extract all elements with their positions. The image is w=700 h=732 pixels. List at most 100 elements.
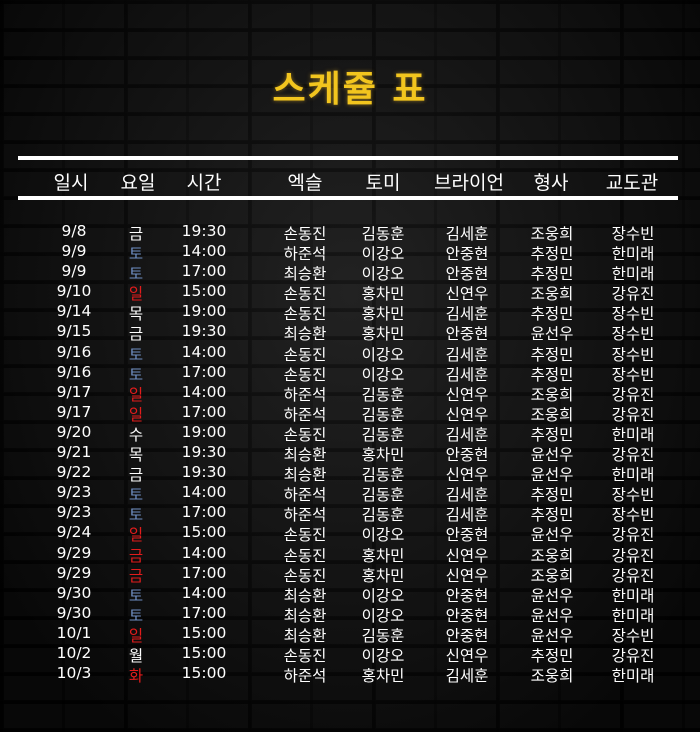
time-cell: 17:00 <box>181 262 227 281</box>
detective-cell: 조웅희 <box>530 225 574 243</box>
tomi-cell: 홍차민 <box>361 305 405 324</box>
time-cell: 19:30 <box>181 222 227 240</box>
time-cell: 19:00 <box>181 422 227 441</box>
ex-cell: 하준석 <box>283 245 327 264</box>
tomi-cell: 이강오 <box>361 586 405 605</box>
time-cell: 17:00 <box>181 503 227 522</box>
detective-cell: 조웅희 <box>530 385 574 404</box>
table-row: 9/14 목 19:00 손동진 홍차민 김세훈 추정민 장수빈 <box>0 301 700 324</box>
table-row: 9/22 금 19:30 최승환 김동훈 신연우 윤선우 한미래 <box>0 462 700 485</box>
brian-cell: 신연우 <box>445 385 489 404</box>
day-cell: 금 <box>128 466 144 485</box>
date-cell: 9/30 <box>56 603 92 622</box>
time-cell: 14:00 <box>181 543 227 562</box>
tomi-cell: 홍차민 <box>361 446 405 465</box>
date-cell: 9/16 <box>56 342 92 361</box>
brian-cell: 신연우 <box>445 546 489 565</box>
day-cell: 화 <box>128 667 144 686</box>
warden-cell: 강유진 <box>611 526 655 545</box>
warden-cell: 강유진 <box>611 385 655 404</box>
date-cell: 9/17 <box>56 402 92 421</box>
warden-cell: 한미래 <box>611 606 655 625</box>
time-cell: 17:00 <box>181 603 227 622</box>
header-top-rule <box>18 156 678 160</box>
detective-cell: 추정민 <box>530 646 574 665</box>
brian-cell: 김세훈 <box>445 225 489 243</box>
time-cell: 17:00 <box>181 362 227 381</box>
brian-cell: 김세훈 <box>445 305 489 324</box>
table-row: 9/29 금 14:00 손동진 홍차민 신연우 조웅희 강유진 <box>0 543 700 565</box>
date-cell: 9/23 <box>56 503 92 522</box>
table-row: 9/30 토 17:00 최승환 이강오 안중현 윤선우 한미래 <box>0 603 700 625</box>
table-row: 9/21 목 19:30 최승환 홍차민 안중현 윤선우 강유진 <box>0 442 700 465</box>
detective-cell: 추정민 <box>530 365 574 384</box>
brian-cell: 안중현 <box>445 606 489 625</box>
warden-cell: 한미래 <box>611 667 655 686</box>
tomi-cell: 홍차민 <box>361 546 405 565</box>
day-cell: 수 <box>128 425 144 444</box>
tomi-cell: 이강오 <box>361 265 405 284</box>
date-cell: 10/2 <box>56 643 92 662</box>
detective-cell: 윤선우 <box>530 606 574 625</box>
date-cell: 9/9 <box>61 242 87 261</box>
ex-cell: 손동진 <box>283 345 327 364</box>
brian-cell: 신연우 <box>445 646 489 665</box>
warden-cell: 강유진 <box>611 446 655 465</box>
brian-cell: 김세훈 <box>445 425 489 444</box>
detective-cell: 추정민 <box>530 265 574 284</box>
brian-cell: 신연우 <box>445 405 489 424</box>
date-cell: 9/15 <box>56 322 92 341</box>
date-cell: 9/10 <box>56 282 92 301</box>
ex-cell: 하준석 <box>283 385 327 404</box>
ex-cell: 최승환 <box>283 606 327 625</box>
warden-cell: 장수빈 <box>611 345 655 364</box>
tomi-cell: 홍차민 <box>361 566 405 585</box>
table-row: 9/16 토 17:00 손동진 이강오 김세훈 추정민 장수빈 <box>0 362 700 384</box>
time-cell: 14:00 <box>181 483 227 502</box>
ex-cell: 최승환 <box>283 265 327 284</box>
tomi-cell: 김동훈 <box>361 626 405 645</box>
tomi-cell: 김동훈 <box>361 506 405 525</box>
date-cell: 9/24 <box>56 523 92 542</box>
warden-cell: 강유진 <box>611 405 655 424</box>
day-cell: 금 <box>128 325 144 344</box>
ex-cell: 최승환 <box>283 466 327 485</box>
day-cell: 토 <box>128 265 144 284</box>
time-cell: 14:00 <box>181 382 227 401</box>
warden-cell: 장수빈 <box>611 626 655 645</box>
header-bottom-rule <box>18 196 678 200</box>
day-cell: 토 <box>128 506 144 525</box>
brian-cell: 안중현 <box>445 325 489 344</box>
brian-cell: 안중현 <box>445 526 489 545</box>
header-tomi: 토미 <box>365 172 401 194</box>
warden-cell: 강유진 <box>611 546 655 565</box>
detective-cell: 윤선우 <box>530 466 574 485</box>
ex-cell: 최승환 <box>283 446 327 465</box>
tomi-cell: 김동훈 <box>361 405 405 424</box>
header-day: 요일 <box>120 172 156 194</box>
time-cell: 14:00 <box>181 342 227 361</box>
table-row: 10/3 화 15:00 하준석 홍차민 김세훈 조웅희 한미래 <box>0 663 700 686</box>
time-cell: 19:30 <box>181 443 227 462</box>
detective-cell: 조웅희 <box>530 405 574 424</box>
brian-cell: 김세훈 <box>445 486 489 505</box>
table-header: 일시 요일 시간 엑슬 토미 브라이언 형사 교도관 <box>0 162 700 194</box>
table-row: 9/17 일 17:00 하준석 김동훈 신연우 조웅희 강유진 <box>0 402 700 424</box>
brian-cell: 신연우 <box>445 466 489 485</box>
table-row: 9/15 금 19:30 최승환 홍차민 안중현 윤선우 장수빈 <box>0 321 700 344</box>
time-cell: 15:00 <box>181 643 227 662</box>
detective-cell: 윤선우 <box>530 526 574 545</box>
tomi-cell: 이강오 <box>361 606 405 625</box>
ex-cell: 손동진 <box>283 646 327 665</box>
warden-cell: 한미래 <box>611 425 655 444</box>
header-detective: 형사 <box>533 172 569 194</box>
date-cell: 9/22 <box>56 463 92 482</box>
ex-cell: 최승환 <box>283 325 327 344</box>
ex-cell: 하준석 <box>283 405 327 424</box>
date-cell: 9/21 <box>56 443 92 462</box>
warden-cell: 한미래 <box>611 265 655 284</box>
day-cell: 목 <box>128 446 144 465</box>
header-brian: 브라이언 <box>434 172 504 194</box>
detective-cell: 추정민 <box>530 506 574 525</box>
